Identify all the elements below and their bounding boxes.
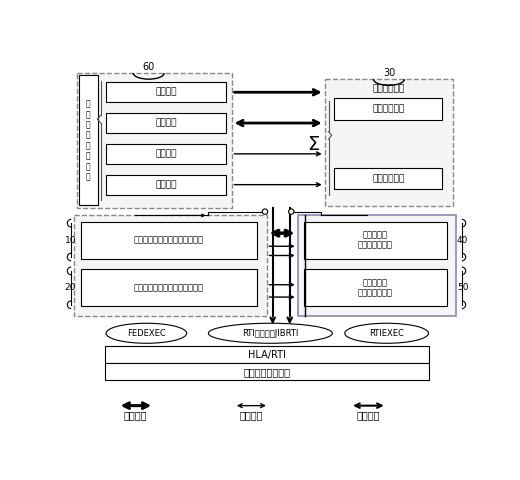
Text: 系
统
控
制
管
理
成
员: 系 统 控 制 管 理 成 员 <box>86 99 90 181</box>
Bar <box>106 347 429 363</box>
Text: RTIEXEC: RTIEXEC <box>369 329 404 338</box>
Text: 40: 40 <box>457 236 469 245</box>
Text: 30: 30 <box>383 68 395 78</box>
Bar <box>304 269 447 306</box>
Text: 自由空间损耗: 自由空间损耗 <box>372 105 405 114</box>
Text: 信道仿真成员: 信道仿真成员 <box>372 84 405 93</box>
Text: 测试开始: 测试开始 <box>155 119 177 128</box>
Text: 联邦管理: 联邦管理 <box>124 410 147 420</box>
Text: 跳频数据链
接收机仿真成员: 跳频数据链 接收机仿真成员 <box>358 278 393 298</box>
Text: HLA/RTI: HLA/RTI <box>249 350 286 360</box>
Text: 时间推进: 时间推进 <box>356 410 380 420</box>
Ellipse shape <box>209 323 332 343</box>
Bar <box>81 269 257 306</box>
Bar <box>304 222 447 259</box>
Bar <box>334 98 443 120</box>
Bar <box>74 216 267 315</box>
Circle shape <box>262 209 268 214</box>
Text: 跳频数据链信号发射机仿真成员: 跳频数据链信号发射机仿真成员 <box>134 283 204 292</box>
Text: 50: 50 <box>457 283 469 292</box>
Ellipse shape <box>106 323 187 343</box>
Bar <box>106 144 226 164</box>
Bar <box>106 113 226 133</box>
Circle shape <box>289 209 294 214</box>
Text: 取消联邦: 取消联邦 <box>155 180 177 189</box>
Text: 20: 20 <box>64 283 76 292</box>
Text: RTI接口模块JIBRTI: RTI接口模块JIBRTI <box>242 329 298 338</box>
Text: 创建联邦: 创建联邦 <box>155 88 177 97</box>
Bar <box>76 73 231 208</box>
Bar <box>106 363 429 380</box>
Bar <box>297 216 457 315</box>
Text: Σ: Σ <box>307 135 319 154</box>
Text: 直扩数据链信号发射机仿真成员: 直扩数据链信号发射机仿真成员 <box>134 236 204 245</box>
Bar <box>106 175 226 195</box>
Text: FEDEXEC: FEDEXEC <box>127 329 166 338</box>
Text: 联邦暂停: 联邦暂停 <box>155 149 177 158</box>
Bar <box>334 168 443 189</box>
Bar <box>324 79 452 206</box>
Text: 额外系统损耗: 额外系统损耗 <box>372 174 405 183</box>
Bar <box>106 82 226 102</box>
Ellipse shape <box>345 323 428 343</box>
Text: 底层通信支持系统: 底层通信支持系统 <box>244 367 291 377</box>
Bar <box>81 222 257 259</box>
Bar <box>79 75 98 205</box>
Text: 10: 10 <box>64 236 76 245</box>
Text: 直扩数据链
接收机仿真成员: 直扩数据链 接收机仿真成员 <box>358 230 393 250</box>
Text: 60: 60 <box>142 62 155 72</box>
Text: 数据传输: 数据传输 <box>239 410 263 420</box>
